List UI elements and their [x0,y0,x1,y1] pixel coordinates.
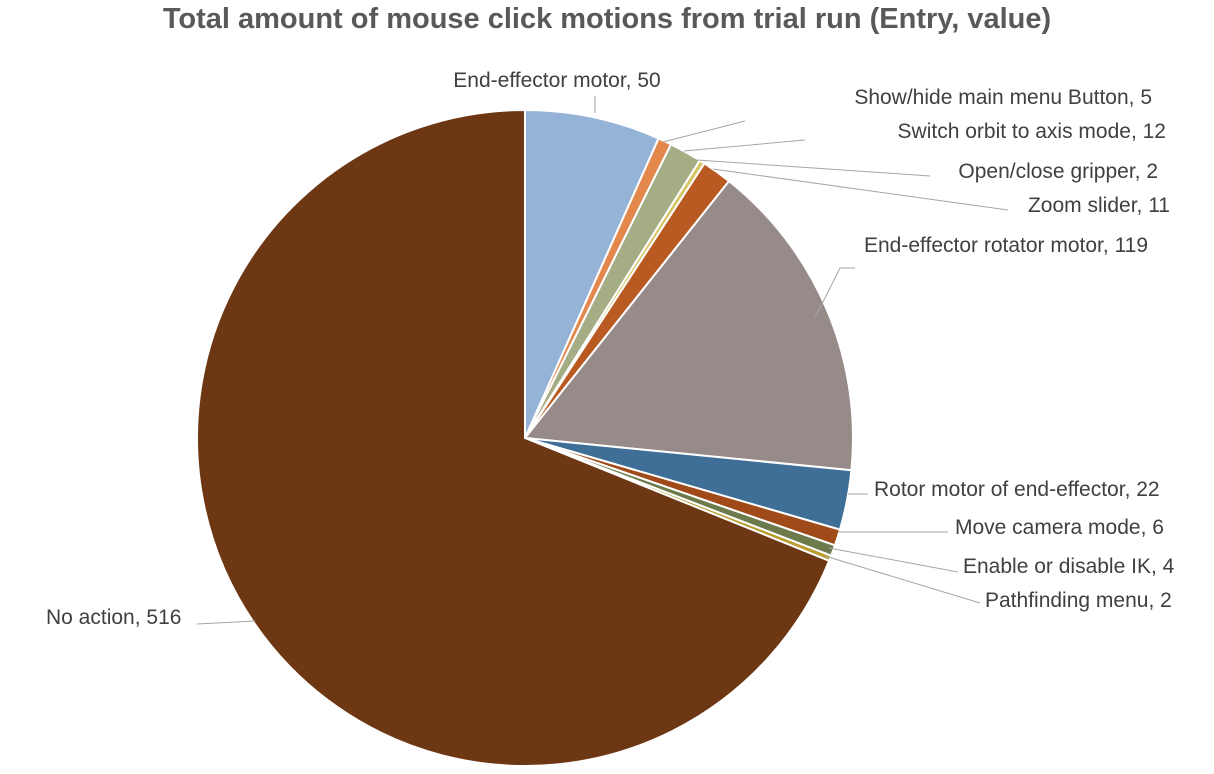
data-label-rotor-motor-of-end-effector: Rotor motor of end-effector, 22 [874,478,1160,501]
slice-labels: End-effector motor, 50 Show/hide main men… [46,69,1175,629]
leader-line-open-close-gripper [696,159,931,177]
leader-line-switch-orbit-to-axis-mode [683,139,806,152]
data-label-enable-or-disable-ik: Enable or disable IK, 4 [963,555,1175,578]
data-label-zoom-slider: Zoom slider, 11 [1028,194,1170,217]
leader-line-show-hide-main-menu-button [662,120,746,143]
pie-slices [196,108,854,767]
data-label-switch-orbit-to-axis-mode: Switch orbit to axis mode, 12 [898,120,1166,143]
data-label-show-hide-main-menu-button: Show/hide main menu Button, 5 [854,86,1152,109]
pie-slice-end-effector-motor [524,108,660,439]
data-label-pathfinding-menu: Pathfinding menu, 2 [985,589,1172,612]
data-label-end-effector-rotator-motor: End-effector rotator motor, 119 [864,234,1148,257]
data-label-end-effector-motor: End-effector motor, 50 [453,69,660,92]
leader-line-enable-or-disable-ik [828,547,959,573]
leader-line-end-effector-rotator-motor [814,267,855,319]
chart-title: Total amount of mouse click motions from… [162,3,1052,35]
data-label-open-close-gripper: Open/close gripper, 2 [958,160,1158,183]
pie-slice-end-effector-rotator-motor [523,179,854,472]
data-label-no-action: No action, 516 [46,606,181,629]
data-label-move-camera-mode: Move camera mode, 6 [955,516,1164,539]
leader-lines [196,96,1009,625]
leader-line-no-action [196,620,256,625]
leader-line-zoom-slider [712,168,1009,211]
leader-line-pathfinding-menu [824,555,981,604]
